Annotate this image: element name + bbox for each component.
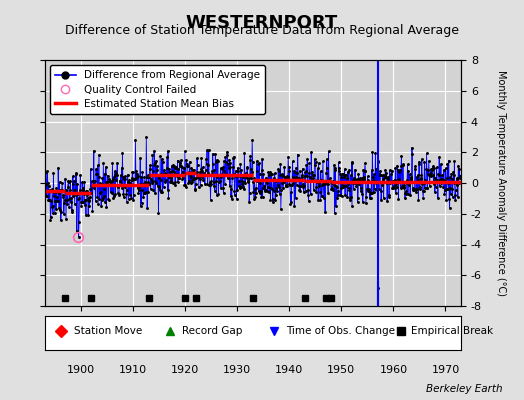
Text: 1950: 1950 xyxy=(328,365,355,375)
Text: 1910: 1910 xyxy=(119,365,147,375)
Text: Record Gap: Record Gap xyxy=(182,326,243,336)
Text: 1930: 1930 xyxy=(223,365,252,375)
Y-axis label: Monthly Temperature Anomaly Difference (°C): Monthly Temperature Anomaly Difference (… xyxy=(496,70,506,296)
Text: 1940: 1940 xyxy=(275,365,303,375)
Text: Difference of Station Temperature Data from Regional Average: Difference of Station Temperature Data f… xyxy=(65,24,459,37)
Text: 1960: 1960 xyxy=(379,365,408,375)
Text: 1970: 1970 xyxy=(431,365,460,375)
Text: Berkeley Earth: Berkeley Earth xyxy=(427,384,503,394)
Text: WESTERNPORT: WESTERNPORT xyxy=(186,14,338,32)
Text: Empirical Break: Empirical Break xyxy=(411,326,493,336)
Text: 1920: 1920 xyxy=(171,365,199,375)
Text: Time of Obs. Change: Time of Obs. Change xyxy=(286,326,395,336)
Legend: Difference from Regional Average, Quality Control Failed, Estimated Station Mean: Difference from Regional Average, Qualit… xyxy=(50,65,265,114)
Text: 1900: 1900 xyxy=(67,365,95,375)
Text: Station Move: Station Move xyxy=(74,326,142,336)
